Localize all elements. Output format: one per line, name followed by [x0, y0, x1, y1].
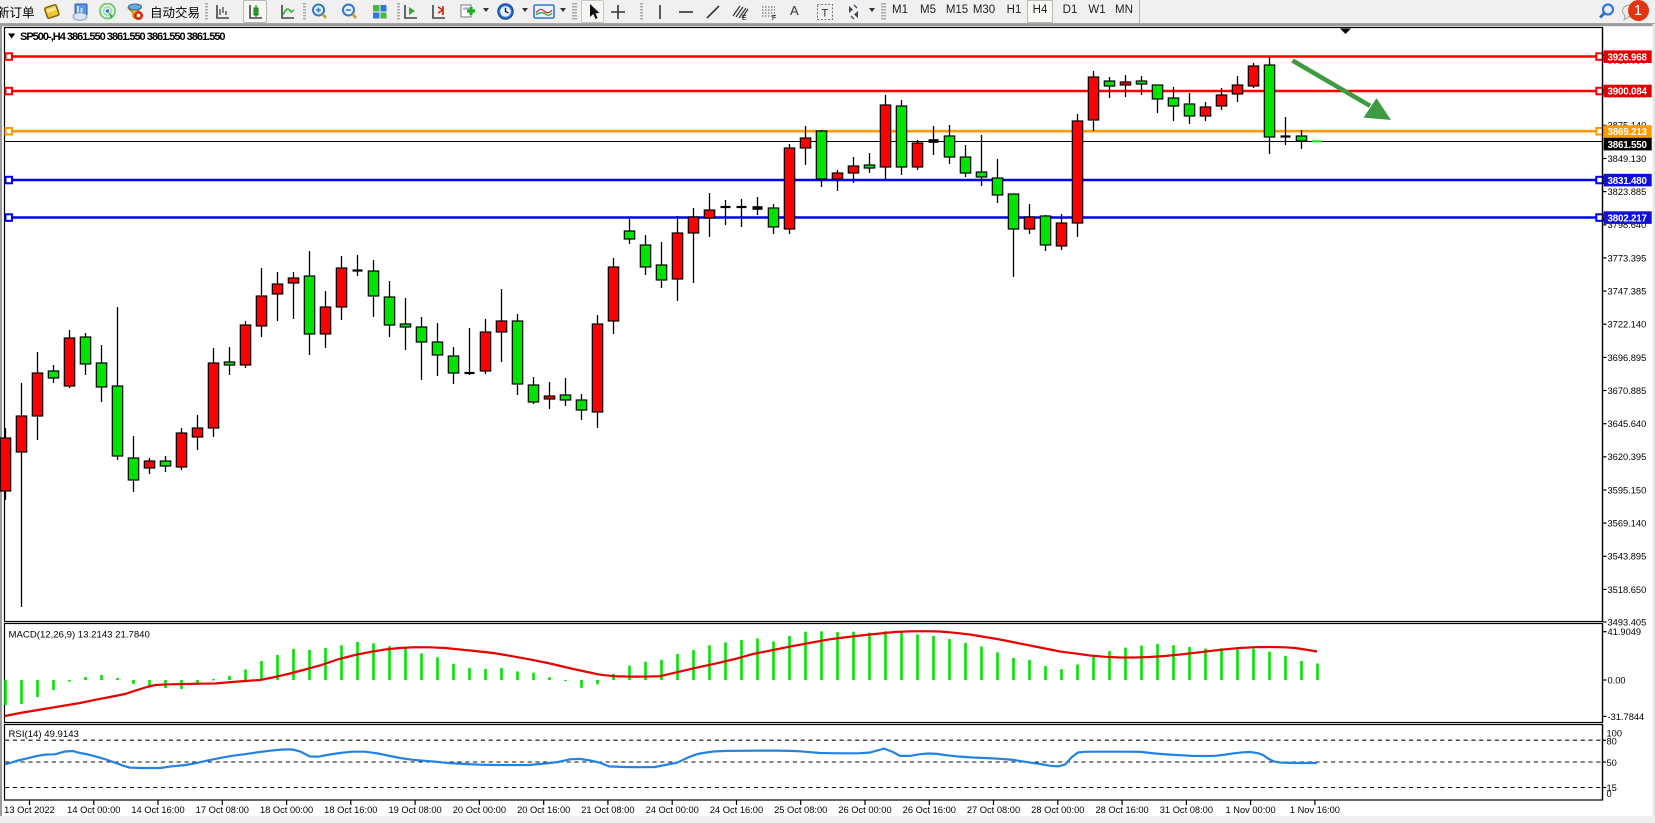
- svg-text:20 Oct 00:00: 20 Oct 00:00: [453, 805, 506, 815]
- svg-text:3543.895: 3543.895: [1608, 552, 1647, 562]
- svg-text:3747.385: 3747.385: [1608, 287, 1647, 297]
- svg-text:3722.140: 3722.140: [1608, 320, 1647, 330]
- svg-text:25 Oct 08:00: 25 Oct 08:00: [774, 805, 827, 815]
- svg-text:50: 50: [1607, 758, 1617, 768]
- svg-text:28 Oct 16:00: 28 Oct 16:00: [1095, 805, 1148, 815]
- svg-text:3670.885: 3670.885: [1608, 386, 1647, 396]
- svg-text:26 Oct 00:00: 26 Oct 00:00: [838, 805, 891, 815]
- svg-text:19 Oct 08:00: 19 Oct 08:00: [388, 805, 441, 815]
- svg-text:14 Oct 16:00: 14 Oct 16:00: [131, 805, 184, 815]
- svg-text:17 Oct 08:00: 17 Oct 08:00: [196, 805, 249, 815]
- svg-text:3849.130: 3849.130: [1608, 154, 1647, 164]
- svg-text:T: T: [822, 8, 829, 20]
- svg-text:3518.650: 3518.650: [1608, 585, 1647, 595]
- svg-text:3569.140: 3569.140: [1608, 519, 1647, 529]
- svg-text:-31.7844: -31.7844: [1608, 712, 1645, 722]
- svg-text:3696.895: 3696.895: [1608, 353, 1647, 363]
- svg-text:3861.550: 3861.550: [1608, 140, 1648, 151]
- svg-text:24 Oct 16:00: 24 Oct 16:00: [710, 805, 763, 815]
- svg-text:SP500-,H4 3861.550 3861.550 3: SP500-,H4 3861.550 3861.550 3861.550 386…: [20, 31, 225, 43]
- svg-text:3645.640: 3645.640: [1608, 419, 1647, 429]
- svg-text:3773.395: 3773.395: [1608, 253, 1647, 263]
- svg-text:1 Nov 00:00: 1 Nov 00:00: [1226, 805, 1276, 815]
- svg-text:3831.480: 3831.480: [1608, 176, 1648, 187]
- svg-text:3595.150: 3595.150: [1608, 485, 1647, 495]
- svg-text:3493.405: 3493.405: [1608, 617, 1647, 627]
- svg-text:3798.640: 3798.640: [1608, 220, 1647, 230]
- svg-text:21 Oct 08:00: 21 Oct 08:00: [581, 805, 634, 815]
- svg-text:15: 15: [1607, 783, 1617, 793]
- svg-text:26 Oct 16:00: 26 Oct 16:00: [903, 805, 956, 815]
- svg-text:3926.968: 3926.968: [1608, 52, 1648, 63]
- svg-text:13 Oct 2022: 13 Oct 2022: [4, 805, 55, 815]
- svg-text:F: F: [772, 15, 776, 21]
- svg-text:0.00: 0.00: [1608, 675, 1626, 685]
- svg-text:20 Oct 16:00: 20 Oct 16:00: [517, 805, 570, 815]
- svg-text:100: 100: [1607, 728, 1623, 738]
- svg-text:MACD(12,26,9) 13.2143 21.7840: MACD(12,26,9) 13.2143 21.7840: [9, 629, 150, 640]
- svg-text:14 Oct 00:00: 14 Oct 00:00: [67, 805, 120, 815]
- svg-text:18 Oct 16:00: 18 Oct 16:00: [324, 805, 377, 815]
- svg-text:1 Nov 16:00: 1 Nov 16:00: [1290, 805, 1340, 815]
- svg-text:0: 0: [1607, 789, 1612, 799]
- svg-text:3900.084: 3900.084: [1608, 87, 1648, 98]
- svg-text:28 Oct 00:00: 28 Oct 00:00: [1031, 805, 1084, 815]
- svg-text:80: 80: [1607, 736, 1617, 746]
- svg-text:41.9049: 41.9049: [1608, 627, 1642, 637]
- svg-text:3869.213: 3869.213: [1608, 127, 1648, 138]
- svg-text:3620.395: 3620.395: [1608, 452, 1647, 462]
- svg-text:24 Oct 00:00: 24 Oct 00:00: [646, 805, 699, 815]
- svg-text:27 Oct 08:00: 27 Oct 08:00: [967, 805, 1020, 815]
- svg-text:31 Oct 08:00: 31 Oct 08:00: [1160, 805, 1213, 815]
- svg-text:3823.885: 3823.885: [1608, 187, 1647, 197]
- svg-text:3802.217: 3802.217: [1608, 213, 1648, 224]
- svg-text:RSI(14) 49.9143: RSI(14) 49.9143: [9, 729, 79, 740]
- svg-text:18 Oct 00:00: 18 Oct 00:00: [260, 805, 313, 815]
- svg-text:E: E: [742, 15, 747, 21]
